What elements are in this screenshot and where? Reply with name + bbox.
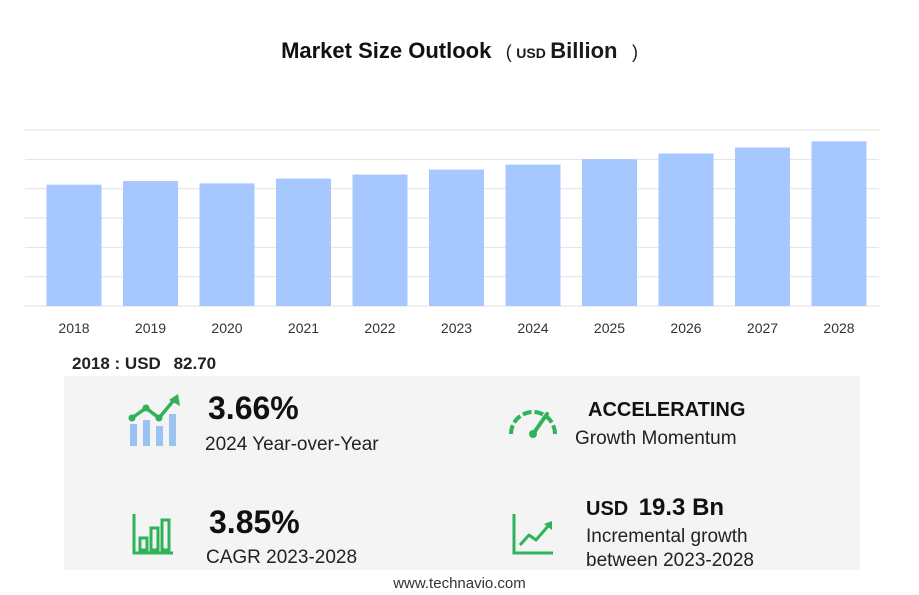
x-tick-label-2027: 2027 bbox=[747, 320, 778, 336]
unit-paren-open: ( bbox=[505, 42, 512, 62]
cagr-stat: 3.85% bbox=[209, 504, 300, 541]
x-tick-label-2021: 2021 bbox=[288, 320, 319, 336]
yoy-stat: 3.66% bbox=[208, 390, 299, 427]
chart-title: Market Size Outlook ( USD Billion ) bbox=[0, 38, 919, 64]
x-tick-label-2022: 2022 bbox=[364, 320, 395, 336]
bar-2028 bbox=[811, 141, 867, 306]
yoy-label: 2024 Year-over-Year bbox=[205, 434, 379, 455]
growth-chart-icon bbox=[126, 392, 184, 455]
momentum-stat: ACCELERATING bbox=[588, 399, 745, 422]
bar-2019 bbox=[123, 181, 178, 306]
bar-2023 bbox=[429, 169, 484, 306]
incremental-value: 19.3 Bn bbox=[638, 494, 725, 521]
bar-chart-icon bbox=[131, 512, 175, 561]
bar-2026 bbox=[658, 153, 714, 306]
cagr-value: 3.85% bbox=[209, 504, 300, 540]
speedometer-icon bbox=[506, 400, 560, 445]
momentum-label-block: Growth Momentum bbox=[575, 427, 737, 451]
x-tick-label-2019: 2019 bbox=[135, 320, 166, 336]
incremental-stat: USD 19.3 Bn bbox=[586, 494, 724, 522]
cagr-label: CAGR 2023-2028 bbox=[206, 547, 358, 568]
source-footer[interactable]: www.technavio.com bbox=[393, 575, 526, 592]
yoy-label-block: 2024 Year-over-Year bbox=[205, 433, 379, 457]
momentum-value: ACCELERATING bbox=[588, 399, 746, 421]
bar-2025 bbox=[582, 159, 637, 306]
unit-scale: Billion bbox=[550, 38, 618, 63]
unit-currency: USD bbox=[516, 45, 546, 61]
base-year-number: 82.70 bbox=[173, 354, 217, 373]
stats-panel bbox=[64, 376, 860, 570]
x-tick-label-2028: 2028 bbox=[823, 320, 854, 336]
base-year-label: 2018 : USD bbox=[72, 354, 161, 373]
bar-2027 bbox=[735, 147, 790, 306]
momentum-label: Growth Momentum bbox=[575, 428, 737, 449]
x-tick-label-2024: 2024 bbox=[517, 320, 548, 336]
bar-chart: 2018 2019 2020 2021 2022 2023 2024 2025 2026 2027… bbox=[25, 129, 879, 336]
trend-line-icon bbox=[511, 512, 555, 561]
yoy-value: 3.66% bbox=[208, 390, 299, 426]
x-tick-label-2020: 2020 bbox=[211, 320, 242, 336]
x-tick-label-2023: 2023 bbox=[441, 320, 472, 336]
bar-2018 bbox=[46, 184, 102, 306]
incremental-label-line1: Incremental growth bbox=[586, 526, 748, 547]
unit-paren-close: ) bbox=[631, 42, 638, 62]
chart-title-text: Market Size Outlook bbox=[281, 38, 492, 63]
base-year-value: 2018 : USD 82.70 bbox=[72, 354, 216, 374]
bar-2021 bbox=[276, 178, 331, 306]
incremental-label-block: Incremental growth between 2023-2028 bbox=[586, 525, 754, 573]
incremental-label-line2: between 2023-2028 bbox=[586, 550, 754, 571]
x-tick-label-2018: 2018 bbox=[58, 320, 89, 336]
bar-2020 bbox=[199, 183, 255, 306]
cagr-label-block: CAGR 2023-2028 bbox=[206, 546, 357, 570]
bar-2022 bbox=[352, 174, 408, 306]
bar-2024 bbox=[505, 164, 561, 306]
incremental-prefix: USD bbox=[586, 498, 629, 520]
x-tick-label-2025: 2025 bbox=[594, 320, 625, 336]
x-tick-label-2026: 2026 bbox=[670, 320, 701, 336]
